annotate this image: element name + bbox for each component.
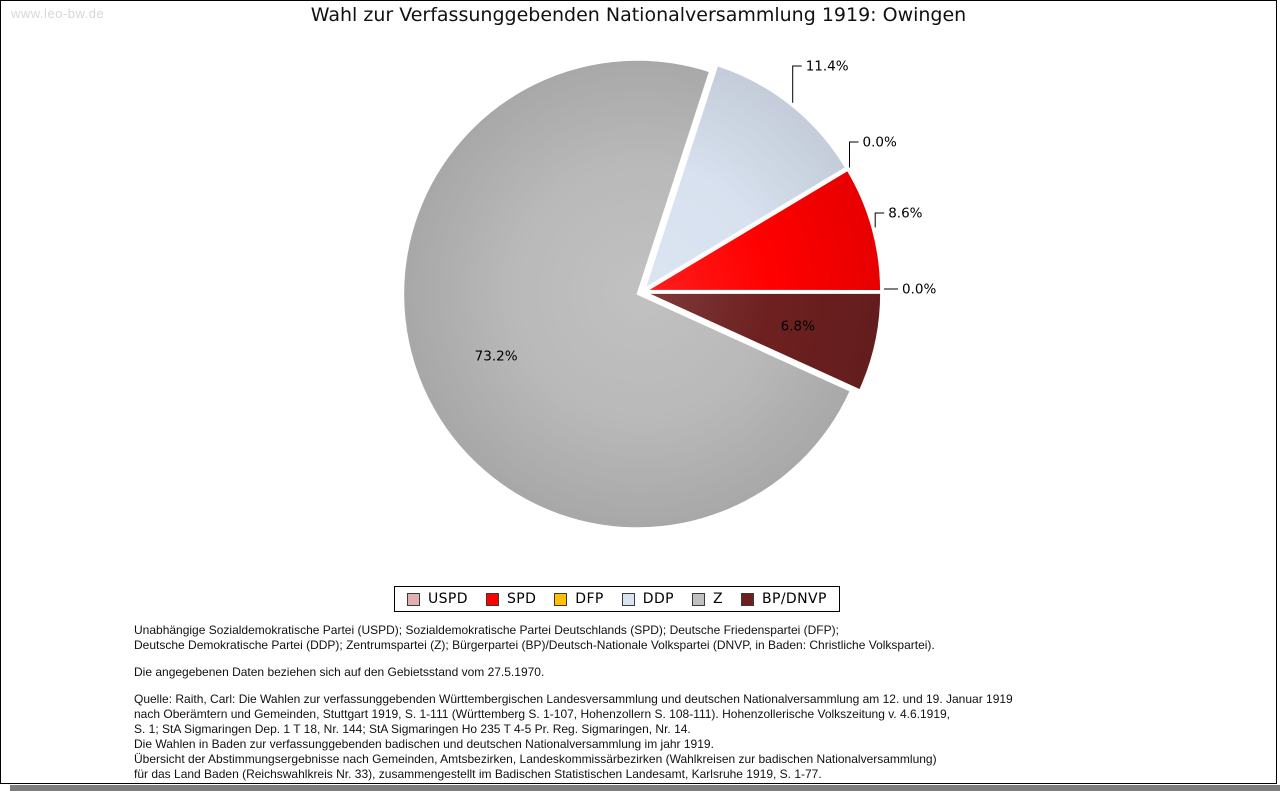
legend-label: Z <box>712 591 723 607</box>
legend-label: DDP <box>642 591 674 607</box>
footnotes: Unabhängige Sozialdemokratische Partei (… <box>134 623 1234 782</box>
party-note-line: Unabhängige Sozialdemokratische Partei (… <box>134 623 839 637</box>
pie-slice-spd <box>646 169 882 292</box>
legend-swatch <box>485 592 499 606</box>
slice-label-inside: 6.8% <box>781 318 815 334</box>
legend-label: SPD <box>506 591 537 607</box>
legend-item-bp-dnvp: BP/DNVP <box>740 591 827 607</box>
source-line: für das Land Baden (Reichswahlkreis Nr. … <box>134 767 822 781</box>
legend-swatch <box>691 592 705 606</box>
legend-label: USPD <box>428 591 468 607</box>
party-note-line: Deutsche Demokratische Partei (DDP); Zen… <box>134 638 935 652</box>
data-status-note: Die angegebenen Daten beziehen sich auf … <box>134 665 545 679</box>
label-leader-line <box>792 65 802 103</box>
pie-slice-ddp <box>644 64 847 289</box>
legend-swatch <box>621 592 635 606</box>
legend-item-spd: SPD <box>485 591 537 607</box>
source-citation: Quelle: Raith, Carl: Die Wahlen zur verf… <box>134 692 1234 782</box>
slice-label-inside: 73.2% <box>475 349 518 365</box>
legend-item-ddp: DDP <box>621 591 674 607</box>
legend-item-z: Z <box>691 591 723 607</box>
source-line: nach Oberämtern und Gemeinden, Stuttgart… <box>134 707 951 721</box>
party-abbreviation-note: Unabhängige Sozialdemokratische Partei (… <box>134 623 1234 653</box>
slice-label-outside: 0.0% <box>863 135 897 151</box>
slice-label-outside: 8.6% <box>888 206 922 222</box>
label-leader-line <box>849 141 859 168</box>
chart-title: Wahl zur Verfassunggebenden Nationalvers… <box>310 4 967 26</box>
slice-label-outside: 11.4% <box>806 59 849 75</box>
legend-swatch <box>554 592 568 606</box>
site-watermark: www.leo-bw.de <box>11 6 105 21</box>
legend-swatch <box>740 592 754 606</box>
legend-item-dfp: DFP <box>554 591 603 607</box>
legend-box: USPD SPD DFP DDP Z BP/DNVP <box>394 586 840 612</box>
legend-swatch <box>407 592 420 606</box>
source-line: S. 1; StA Sigmaringen Dep. 1 T 18, Nr. 1… <box>134 722 691 736</box>
label-leader-line <box>874 212 885 228</box>
pie-slice-z <box>402 59 852 529</box>
frame-shadow <box>10 785 1280 791</box>
source-line: Quelle: Raith, Carl: Die Wahlen zur verf… <box>134 692 1013 706</box>
legend-label: BP/DNVP <box>761 591 827 607</box>
pie-slice-bp-dnvp <box>646 292 882 391</box>
legend-label: DFP <box>575 591 604 607</box>
source-line: Übersicht der Abstimmungsergebnisse nach… <box>134 752 937 766</box>
legend-item-uspd: USPD <box>407 591 468 607</box>
slice-label-outside: 0.0% <box>902 282 936 298</box>
source-line: Die Wahlen in Baden zur verfassunggebend… <box>134 737 714 751</box>
